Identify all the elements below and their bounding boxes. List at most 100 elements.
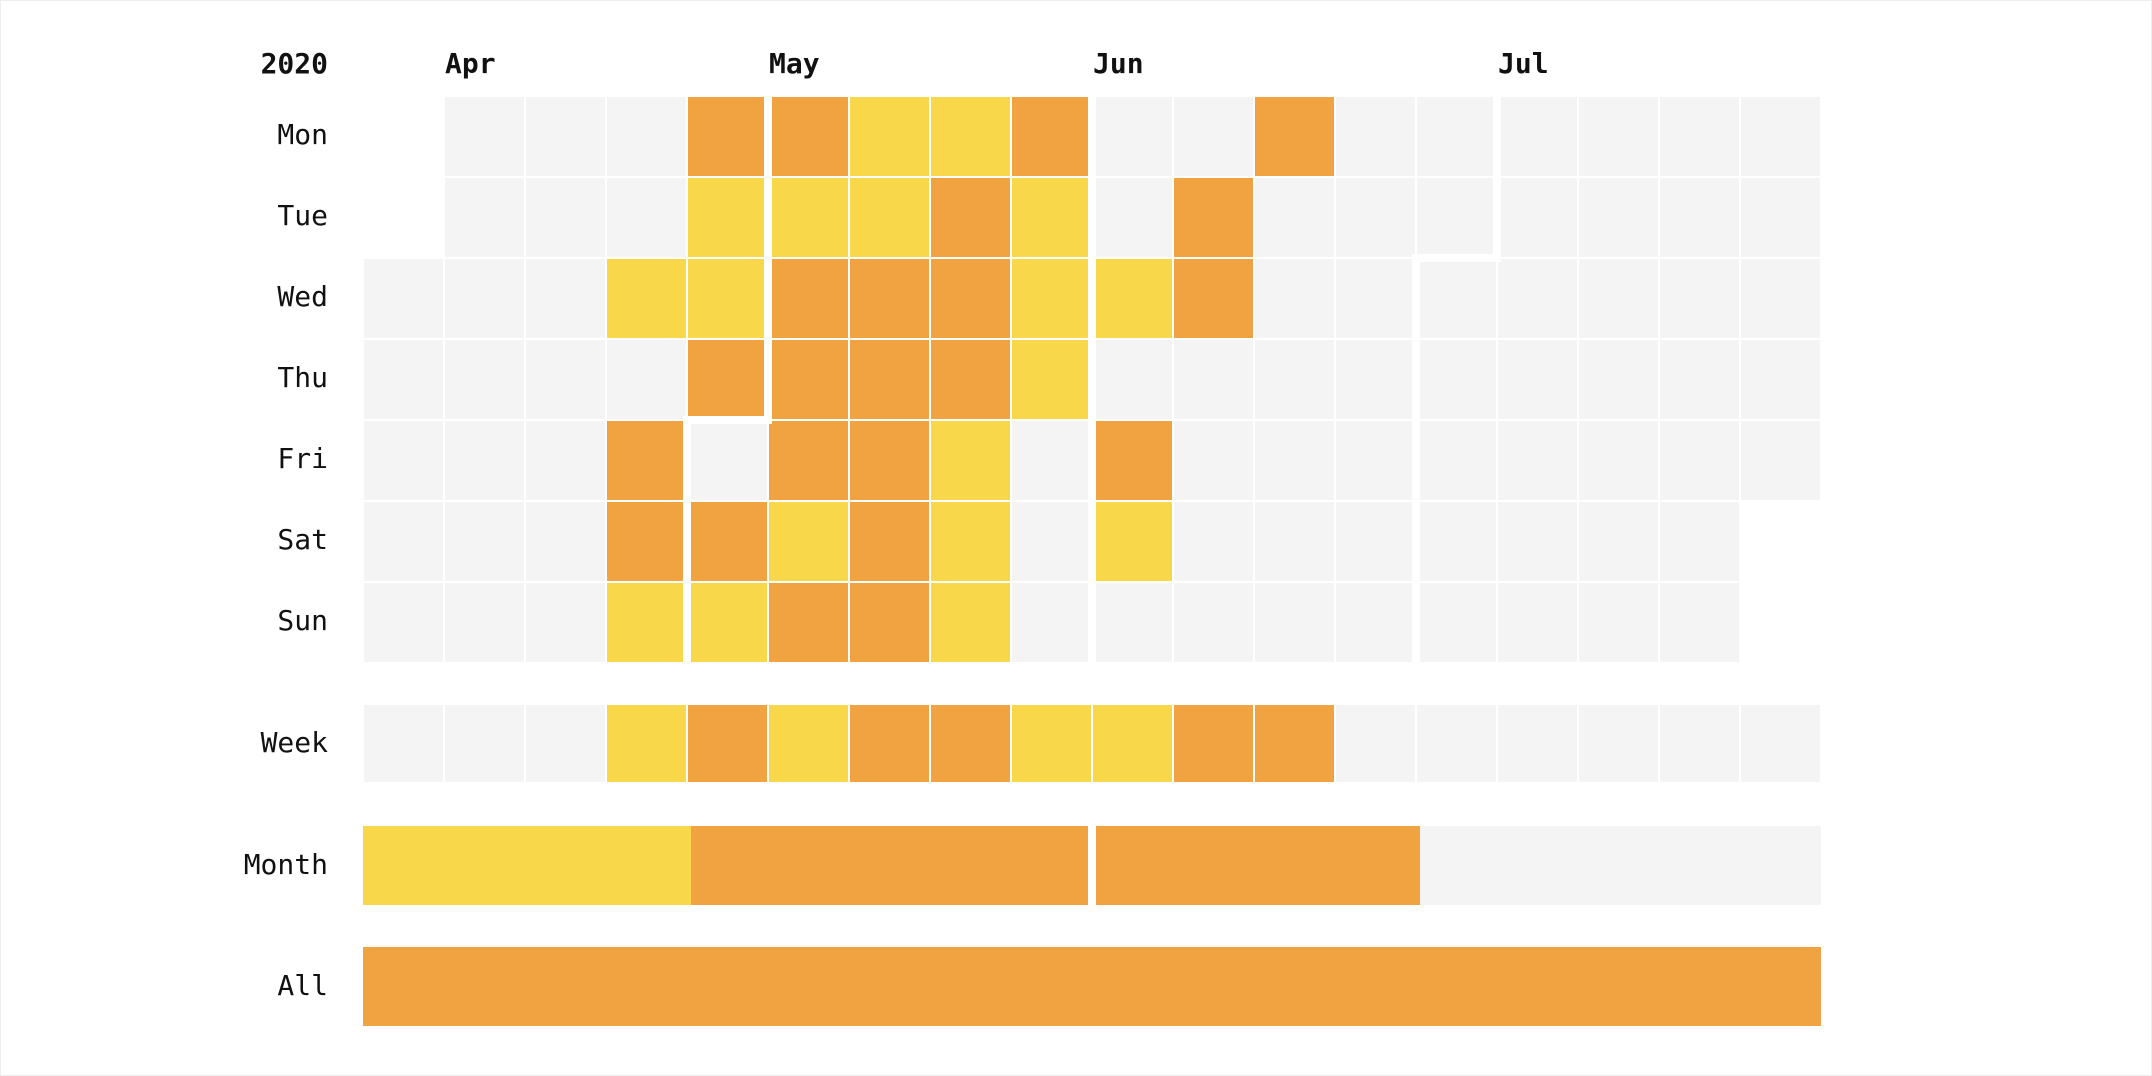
day-cell: [1741, 421, 1820, 500]
day-cell: [1255, 340, 1334, 419]
day-cell: [1093, 421, 1172, 500]
all-cell: [363, 947, 1821, 1026]
week-row-label: Week: [261, 726, 329, 759]
all-row-label: All: [277, 969, 328, 1002]
day-cell: [1255, 97, 1334, 176]
year-label: 2020: [261, 47, 328, 80]
day-cell: [931, 178, 1010, 257]
day-cell: [1660, 421, 1739, 500]
day-cell: [1255, 259, 1334, 338]
day-cell: [1093, 178, 1172, 257]
week-cell: [1741, 705, 1820, 782]
month-label-jun: Jun: [1093, 47, 1144, 80]
day-cell: [1498, 97, 1577, 176]
day-cell: [1012, 421, 1091, 500]
day-cell: [1093, 583, 1172, 662]
week-cell: [931, 705, 1010, 782]
day-cell: [769, 259, 848, 338]
day-cell: [688, 340, 767, 419]
day-cell: [1417, 340, 1496, 419]
day-cell: [1498, 340, 1577, 419]
day-cell: [1579, 97, 1658, 176]
month-label-may: May: [769, 47, 820, 80]
day-cell: [1174, 340, 1253, 419]
day-cell: [1498, 583, 1577, 662]
day-cell: [1336, 502, 1415, 581]
all-cells: [363, 947, 1821, 1026]
day-cell: [1417, 259, 1496, 338]
day-cell: [1660, 97, 1739, 176]
month-cell-jul: [1420, 826, 1821, 905]
day-cell: [1093, 259, 1172, 338]
day-cell: [688, 259, 767, 338]
day-cell: [607, 178, 686, 257]
week-cells: [364, 705, 1820, 782]
day-cell: [1579, 340, 1658, 419]
day-cell: [607, 583, 686, 662]
day-cell: [526, 421, 605, 500]
day-cell: [1012, 178, 1091, 257]
day-cell: [1741, 259, 1820, 338]
day-cell: [445, 178, 524, 257]
day-cell: [364, 340, 443, 419]
day-cell: [1255, 583, 1334, 662]
month-row-label: Month: [244, 848, 328, 881]
day-cell: [1579, 583, 1658, 662]
day-label-sat: Sat: [277, 523, 328, 556]
week-cell: [1336, 705, 1415, 782]
day-cell: [445, 421, 524, 500]
week-cell: [526, 705, 605, 782]
week-cell: [1255, 705, 1334, 782]
day-cell: [1093, 97, 1172, 176]
day-cell: [769, 421, 848, 500]
day-cell: [526, 340, 605, 419]
day-cell: [769, 502, 848, 581]
month-label-apr: Apr: [445, 47, 496, 80]
day-cell: [688, 583, 767, 662]
day-cell: [1417, 502, 1496, 581]
day-cell: [1012, 340, 1091, 419]
day-cell: [526, 259, 605, 338]
day-cell: [1336, 259, 1415, 338]
day-cell: [688, 97, 767, 176]
day-cell: [931, 97, 1010, 176]
day-cell: [1174, 583, 1253, 662]
day-cell: [364, 502, 443, 581]
day-cell: [526, 97, 605, 176]
day-cell: [1741, 97, 1820, 176]
day-cell: [445, 97, 524, 176]
week-cell: [607, 705, 686, 782]
day-cell: [1336, 421, 1415, 500]
day-labels: Mon Tue Wed Thu Fri Sat Sun: [277, 118, 328, 637]
day-cell: [1012, 583, 1091, 662]
day-cell: [1174, 259, 1253, 338]
day-cell: [1741, 178, 1820, 257]
day-cell: [1174, 178, 1253, 257]
day-label-fri: Fri: [277, 442, 328, 475]
day-cell: [688, 502, 767, 581]
month-labels: Apr May Jun Jul: [445, 47, 1549, 80]
day-cell: [364, 259, 443, 338]
day-cell: [1579, 502, 1658, 581]
week-cell: [364, 705, 443, 782]
day-cell: [850, 340, 929, 419]
day-label-thu: Thu: [277, 361, 328, 394]
day-cell: [769, 583, 848, 662]
day-cell: [1174, 97, 1253, 176]
day-cell: [850, 502, 929, 581]
day-cell: [688, 421, 767, 500]
day-cell: [1498, 178, 1577, 257]
day-cell: [1255, 421, 1334, 500]
day-cell: [1579, 259, 1658, 338]
day-cell: [769, 97, 848, 176]
day-cell: [607, 259, 686, 338]
week-cell: [1498, 705, 1577, 782]
day-cell: [1660, 583, 1739, 662]
day-cell: [850, 97, 929, 176]
day-cell: [1417, 421, 1496, 500]
day-cell: [850, 259, 929, 338]
day-cell: [445, 502, 524, 581]
day-cell: [526, 502, 605, 581]
day-cell: [1498, 259, 1577, 338]
